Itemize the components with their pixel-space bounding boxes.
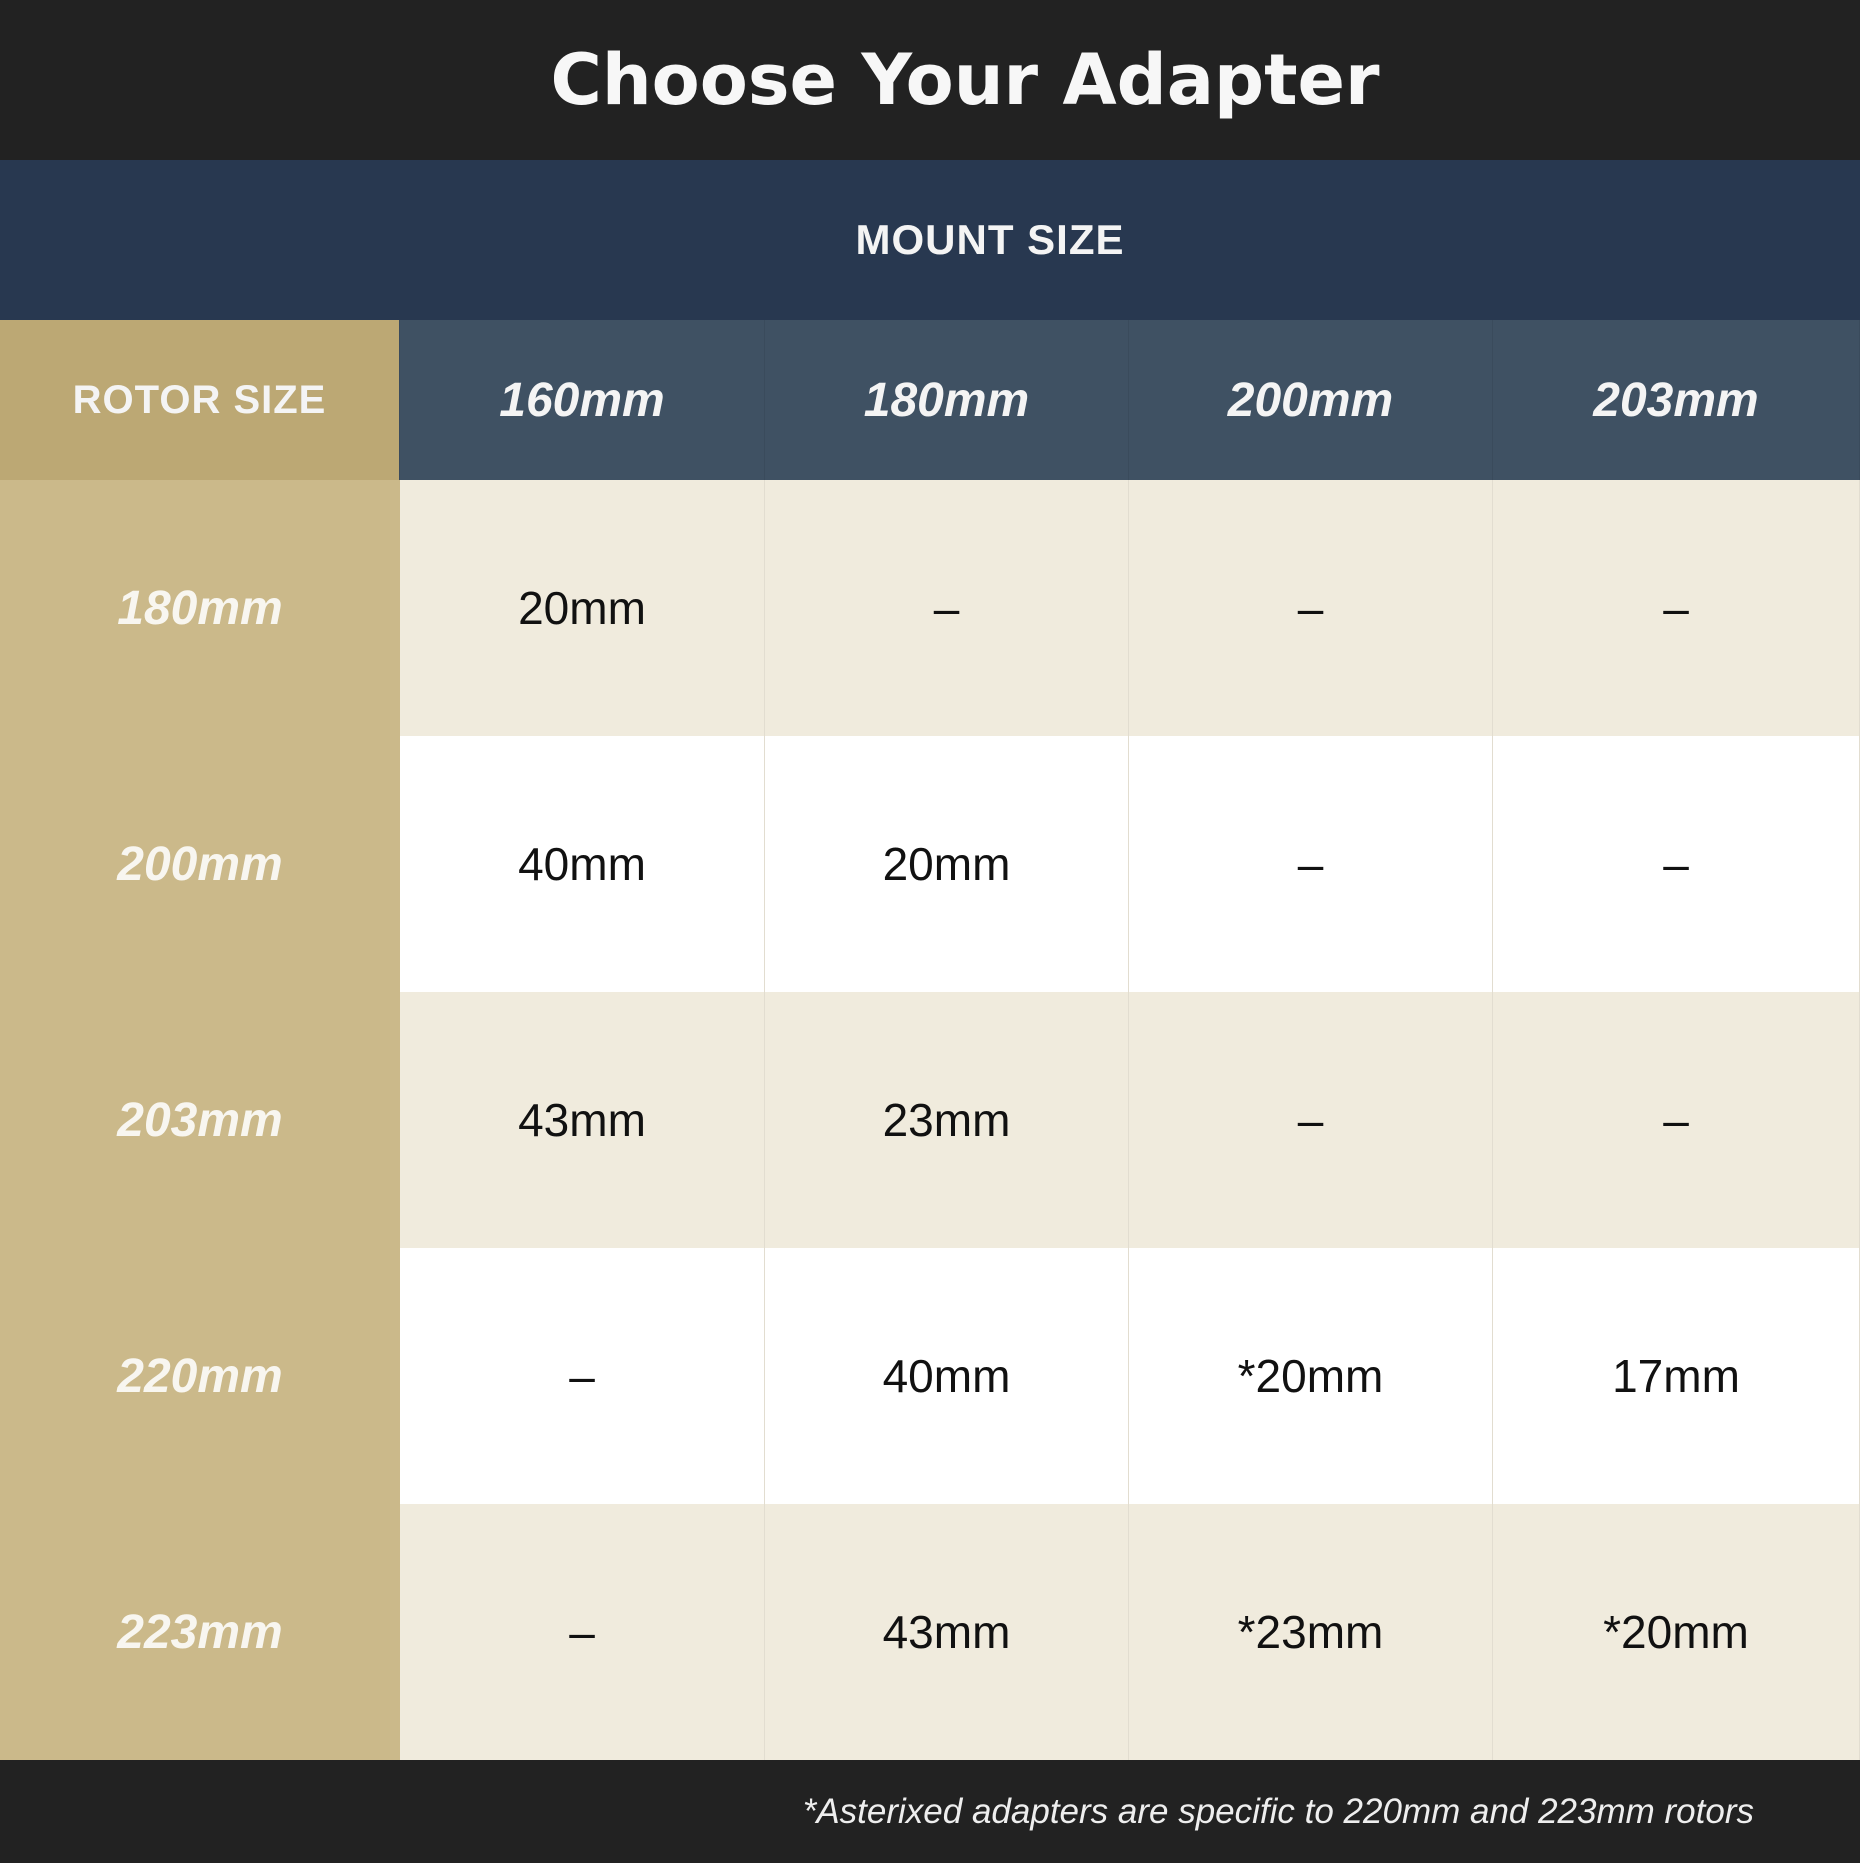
column-header: 180mm <box>765 320 1129 480</box>
table-cell: – <box>765 480 1129 736</box>
table-cell: – <box>1129 736 1493 992</box>
footnote: *Asterixed adapters are specific to 220m… <box>0 1760 1860 1863</box>
table-cell: *20mm <box>1493 1504 1860 1760</box>
table-cell: 40mm <box>400 736 765 992</box>
table-cell: *20mm <box>1129 1248 1493 1504</box>
table-cell: 20mm <box>765 736 1129 992</box>
column-header: 203mm <box>1493 320 1860 480</box>
table-cell: – <box>1129 480 1493 736</box>
table-cell: – <box>1493 736 1860 992</box>
table-cell: 43mm <box>765 1504 1129 1760</box>
rotor-size-label: 200mm <box>0 736 400 992</box>
rotor-size-header: ROTOR SIZE <box>0 320 400 480</box>
table-cell: – <box>1493 480 1860 736</box>
rotor-size-label: 180mm <box>0 480 400 736</box>
mount-size-heading: MOUNT SIZE <box>0 160 1860 320</box>
table-cell: 23mm <box>765 992 1129 1248</box>
table-cell: – <box>400 1248 765 1504</box>
table-cell: – <box>1129 992 1493 1248</box>
table-cell: *23mm <box>1129 1504 1493 1760</box>
table-cell: 20mm <box>400 480 765 736</box>
table-cell: – <box>1493 992 1860 1248</box>
rotor-size-label: 223mm <box>0 1504 400 1760</box>
adapter-table: ROTOR SIZE 160mm 180mm 200mm 203mm 180mm… <box>0 320 1860 1760</box>
rotor-size-label: 220mm <box>0 1248 400 1504</box>
column-header: 200mm <box>1129 320 1493 480</box>
table-cell: 40mm <box>765 1248 1129 1504</box>
rotor-size-label: 203mm <box>0 992 400 1248</box>
table-cell: 17mm <box>1493 1248 1860 1504</box>
page-title: Choose Your Adapter <box>0 0 1860 160</box>
table-cell: – <box>400 1504 765 1760</box>
table-cell: 43mm <box>400 992 765 1248</box>
column-header: 160mm <box>400 320 765 480</box>
